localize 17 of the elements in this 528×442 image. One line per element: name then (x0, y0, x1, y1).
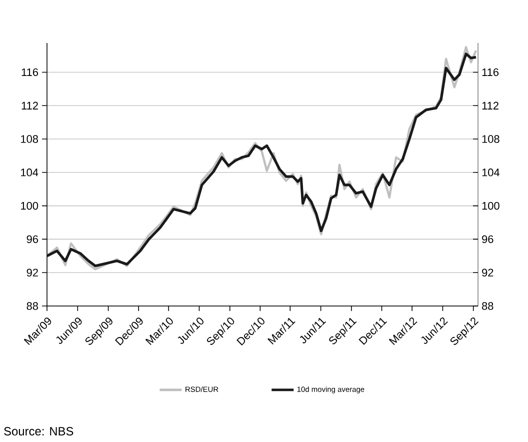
y2-tick-label: 104 (482, 168, 500, 176)
y-tick-label: 108 (21, 135, 38, 143)
y-tick-label: 92 (26, 268, 38, 276)
y-tick-label: 116 (22, 68, 38, 76)
y-tick-label: 96 (26, 235, 38, 244)
y2-tick-label: 88 (482, 302, 494, 310)
source-note: Source: NBS (4, 427, 74, 436)
y2-tick-label: 108 (482, 135, 500, 143)
y2-tick-label: 92 (482, 268, 494, 276)
y2-tick-label: 96 (482, 235, 494, 244)
y-tick-label: 88 (26, 302, 38, 310)
y2-tick-label: 112 (482, 102, 498, 110)
y-tick-label: 104 (21, 168, 38, 176)
y-tick-label: 112 (22, 102, 38, 110)
y-tick-label: 100 (21, 202, 38, 210)
y2-tick-label: 116 (482, 68, 499, 76)
y2-tick-label: 100 (482, 202, 500, 210)
